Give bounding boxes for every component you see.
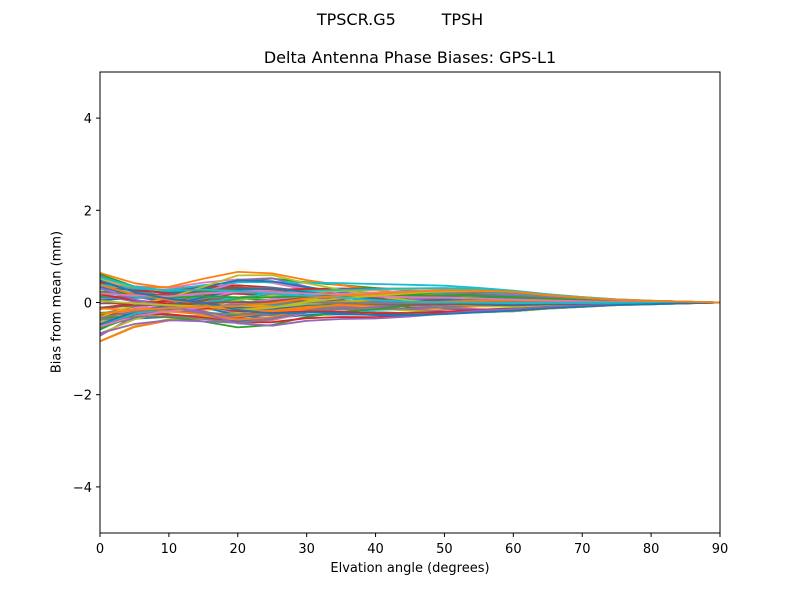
y-tick-label: −2: [73, 389, 92, 404]
series-line: [100, 276, 720, 305]
y-axis-ticks: −4 −2 0 2 4: [73, 112, 100, 496]
x-tick-label: 70: [574, 542, 591, 557]
y-tick-label: 4: [84, 112, 92, 127]
x-axis-ticks: 0 10 20 30 40 50 60 70 80 90: [96, 533, 728, 557]
y-tick-label: 2: [84, 204, 92, 219]
x-tick-label: 90: [712, 542, 729, 557]
x-tick-label: 40: [367, 542, 384, 557]
chart-title: Delta Antenna Phase Biases: GPS-L1: [263, 48, 557, 67]
x-tick-label: 80: [643, 542, 660, 557]
x-tick-label: 0: [96, 542, 104, 557]
x-tick-label: 30: [298, 542, 315, 557]
figure-suptitle: TPSCR.G5 TPSH: [316, 10, 484, 29]
x-axis-label: Elvation angle (degrees): [330, 561, 490, 576]
series-line: [100, 279, 720, 316]
x-tick-label: 20: [230, 542, 247, 557]
y-tick-label: −4: [73, 481, 92, 496]
series-line: [100, 291, 720, 304]
x-tick-label: 50: [436, 542, 453, 557]
y-tick-label: 0: [84, 297, 92, 312]
data-lines: [100, 271, 720, 343]
x-tick-label: 10: [161, 542, 178, 557]
series-line: [100, 289, 720, 315]
x-tick-label: 60: [505, 542, 522, 557]
